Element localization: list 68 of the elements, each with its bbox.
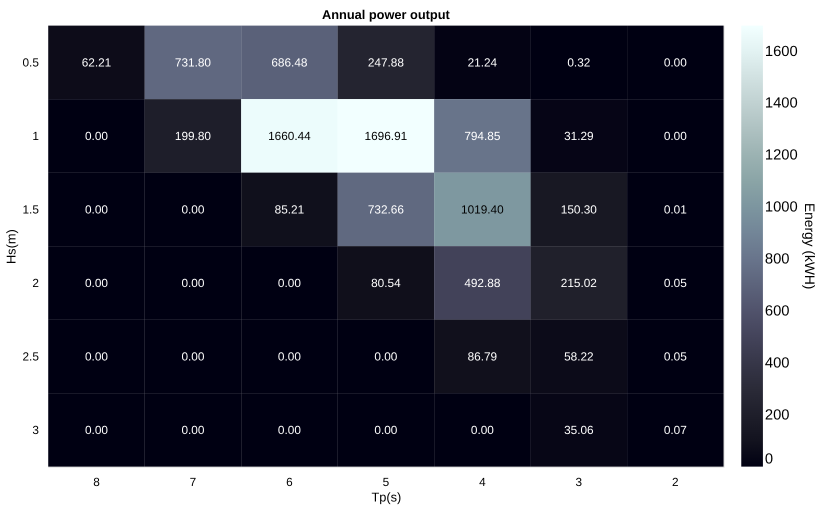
data-label: 0.07 (664, 422, 687, 437)
data-label: 492.88 (464, 276, 501, 290)
y-tick-label: 0.5 (22, 55, 40, 70)
data-label: 0.00 (84, 128, 108, 143)
data-label: 0.00 (84, 276, 108, 290)
data-label: 731.80 (174, 55, 212, 70)
data-label: 0.01 (664, 202, 687, 216)
data-label: 86.79 (468, 349, 498, 364)
data-label: 0.00 (374, 349, 398, 364)
x-tick-label: 6 (286, 474, 294, 489)
x-tick-label: 2 (672, 474, 679, 489)
data-label: 215.02 (560, 276, 597, 290)
color-bar-title: Energy (kWH) (802, 202, 818, 290)
data-label: 732.66 (368, 202, 404, 216)
data-label: 0.00 (84, 349, 108, 364)
color-bar-label: 1600 (764, 44, 798, 60)
data-label: 150.30 (560, 202, 598, 216)
data-label: 85.21 (274, 202, 304, 216)
y-axis-title: Hs(m) (4, 229, 19, 264)
y-tick-label: 2 (32, 276, 39, 290)
data-label: 35.06 (564, 422, 594, 437)
data-label: 0.00 (278, 276, 302, 290)
y-tick-label: 1.5 (22, 202, 40, 216)
data-label: 794.85 (464, 128, 501, 143)
x-tick-label: 3 (576, 474, 583, 489)
x-axis-title: Tp(s) (371, 490, 402, 505)
data-label: 80.54 (371, 276, 402, 290)
data-label: 0.00 (181, 422, 205, 437)
data-label: 62.21 (82, 55, 112, 70)
x-tick-label: 8 (93, 474, 100, 489)
data-label: 0.00 (181, 276, 205, 290)
color-bar-label: 800 (764, 252, 790, 268)
data-label: 21.24 (468, 55, 498, 70)
data-label: 0.00 (278, 422, 302, 437)
data-label: 0.05 (664, 349, 688, 364)
color-bar-label: 400 (764, 356, 790, 372)
data-label: 0.00 (278, 349, 302, 364)
data-label: 199.80 (174, 128, 212, 143)
data-label: 1696.91 (364, 128, 408, 143)
data-label: 0.05 (664, 276, 688, 290)
y-tick-label: 2.5 (22, 349, 40, 364)
color-bar-label: 600 (764, 304, 790, 320)
y-tick-label: 3 (32, 422, 40, 437)
color-bar-label: 200 (764, 408, 790, 424)
data-label: 58.22 (564, 349, 594, 364)
x-tick-label: 5 (382, 474, 390, 489)
color-bar-label: 1400 (764, 96, 798, 112)
color-bar-label: 1000 (764, 200, 798, 216)
x-tick-label: 4 (479, 474, 486, 489)
data-label: 0.00 (84, 422, 108, 437)
color-bar-label: 1200 (764, 148, 798, 164)
data-label: 686.48 (271, 55, 308, 70)
data-label: 0.32 (567, 55, 590, 70)
data-label: 0.00 (84, 202, 108, 216)
data-label: 1660.44 (268, 128, 312, 143)
data-label: 1019.40 (461, 202, 504, 216)
data-label: 31.29 (564, 128, 594, 143)
data-label: 0.00 (181, 202, 205, 216)
data-label: 0.00 (470, 422, 494, 437)
chart-title: Annual power output (322, 6, 451, 22)
x-tick-label: 7 (190, 474, 196, 489)
color-bar-label: 0 (764, 452, 774, 468)
data-label: 0.00 (664, 55, 688, 70)
data-label: 247.88 (368, 55, 404, 70)
y-tick-label: 1 (32, 128, 39, 143)
data-label: 0.00 (664, 128, 688, 143)
data-label: 0.00 (181, 349, 205, 364)
data-label: 0.00 (374, 422, 398, 437)
